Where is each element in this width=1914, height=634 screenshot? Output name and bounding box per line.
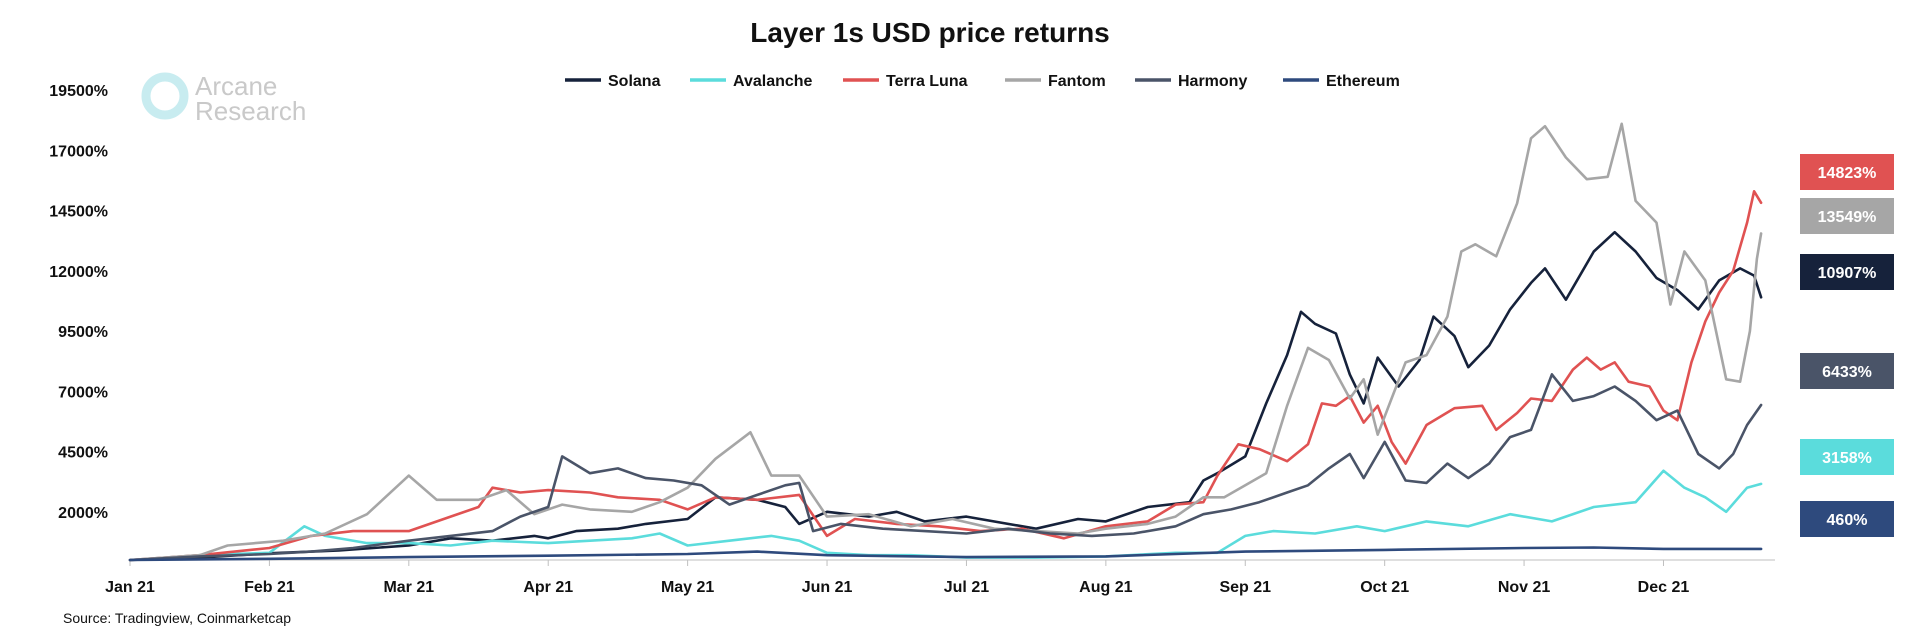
legend-label: Ethereum <box>1326 73 1400 90</box>
y-tick-label: 4500% <box>58 445 108 462</box>
x-tick-label: Jul 21 <box>944 579 989 596</box>
x-tick-label: Aug 21 <box>1079 579 1132 596</box>
y-axis: 2000% 4500% 7000% 9500% 12000% 14500% 17000% 19… <box>49 83 108 522</box>
x-tick-label: Dec 21 <box>1638 579 1690 596</box>
x-tick-label: Jan 21 <box>105 579 155 596</box>
y-tick-label: 12000% <box>49 264 108 281</box>
y-tick-label: 14500% <box>49 204 108 221</box>
x-tick-label: Apr 21 <box>523 579 573 596</box>
end-label-box <box>1800 501 1894 537</box>
x-tick-label: Feb 21 <box>244 579 295 596</box>
x-axis: Jan 21 Feb 21 Mar 21 Apr 21 May 21 Jun 21 Jul … <box>105 559 1775 596</box>
legend: Solana Avalanche Terra Luna Fantom Harmony Et… <box>565 73 1400 90</box>
x-tick-label: Nov 21 <box>1498 579 1551 596</box>
watermark-logo-icon <box>141 72 189 120</box>
end-labels: 14823% 13549% 10907% 6433% 3158% 460% <box>1800 154 1894 537</box>
plot-area <box>128 122 1763 562</box>
end-label-text: 3158% <box>1822 450 1872 467</box>
series-line-terra-luna <box>128 190 1763 562</box>
x-tick-label: Sep 21 <box>1219 579 1271 596</box>
legend-label: Fantom <box>1048 73 1106 90</box>
watermark-line1: Arcane <box>195 71 277 101</box>
y-tick-label: 2000% <box>58 505 108 522</box>
end-label-box <box>1800 154 1894 190</box>
series-line-fantom <box>128 122 1763 562</box>
end-label-box <box>1800 353 1894 389</box>
legend-label: Avalanche <box>733 73 813 90</box>
legend-label: Terra Luna <box>886 73 968 90</box>
legend-label: Harmony <box>1178 73 1247 90</box>
y-tick-label: 17000% <box>49 143 108 160</box>
y-tick-label: 7000% <box>58 384 108 401</box>
chart-title: Layer 1s USD price returns <box>750 17 1110 48</box>
source-note: Source: Tradingview, Coinmarketcap <box>63 610 291 626</box>
x-tick-label: Mar 21 <box>383 579 434 596</box>
series-line-harmony <box>128 373 1763 562</box>
series-line-solana <box>128 230 1763 562</box>
end-label-text: 13549% <box>1818 209 1877 226</box>
y-tick-label: 19500% <box>49 83 108 100</box>
x-tick-label: Jun 21 <box>802 579 853 596</box>
watermark-logo: Arcane Research <box>141 71 306 126</box>
end-label-text: 6433% <box>1822 364 1872 381</box>
x-tick-label: Oct 21 <box>1360 579 1409 596</box>
end-label-box <box>1800 198 1894 234</box>
end-label-text: 14823% <box>1818 165 1877 182</box>
legend-label: Solana <box>608 73 661 90</box>
end-label-text: 10907% <box>1818 265 1877 282</box>
watermark-line2: Research <box>195 96 306 126</box>
end-label-box <box>1800 254 1894 290</box>
y-tick-label: 9500% <box>58 324 108 341</box>
series-line-ethereum <box>128 546 1763 562</box>
end-label-box <box>1800 439 1894 475</box>
x-tick-label: May 21 <box>661 579 714 596</box>
end-label-text: 460% <box>1827 512 1868 529</box>
